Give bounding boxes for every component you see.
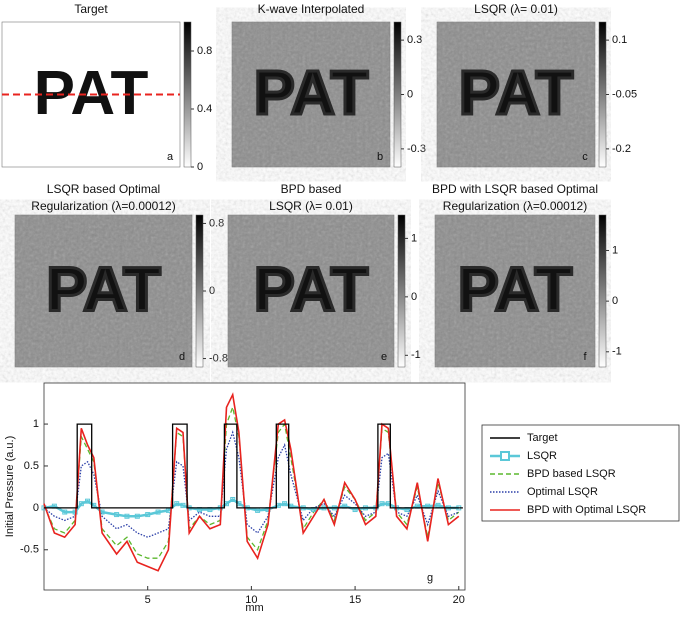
colorbar — [598, 21, 607, 168]
colorbar-tick-label: -0.8 — [209, 352, 228, 364]
series-marker — [379, 501, 385, 507]
series-marker — [174, 501, 180, 507]
series-line — [43, 497, 459, 518]
x-tick-label: 15 — [349, 594, 361, 606]
colorbar-tick-label: 0 — [612, 295, 618, 307]
panel-title: BPD with LSQR based Optimal — [432, 182, 598, 196]
series-marker — [145, 512, 151, 518]
panel-title: Target — [74, 2, 108, 16]
panel-title: BPD based — [281, 182, 342, 196]
panel-title: K-wave Interpolated — [258, 2, 365, 16]
series-marker — [85, 498, 91, 504]
series-line — [44, 423, 463, 509]
colorbar-tick-label: -1 — [612, 346, 622, 358]
x-tick-label: 5 — [145, 594, 151, 606]
panel-label: c — [582, 151, 588, 163]
y-tick-label: 0 — [33, 502, 39, 514]
legend-label: BPD with Optimal LSQR — [527, 504, 646, 516]
colorbar — [393, 21, 402, 168]
series-line — [43, 392, 460, 572]
series-marker — [155, 509, 161, 515]
panel-title: Regularization (λ=0.00012) — [443, 199, 587, 213]
image-noise — [437, 22, 595, 167]
y-tick-label: 0.5 — [24, 460, 39, 472]
panel-title: LSQR based Optimal — [47, 182, 160, 196]
image-text: PAT — [46, 255, 161, 324]
x-tick-label: 20 — [453, 594, 465, 606]
legend-box — [481, 424, 680, 522]
colorbar-tick-label: 0.4 — [197, 103, 212, 115]
legend-label: Target — [527, 432, 558, 444]
colorbar-tick-label: 0.1 — [612, 34, 627, 46]
image-noise — [15, 215, 192, 367]
colorbar — [195, 214, 204, 368]
legend-marker — [500, 451, 510, 461]
colorbar-tick-label: 0.8 — [209, 217, 224, 229]
series-marker — [230, 496, 236, 502]
colorbar-tick-label: -0.05 — [612, 88, 637, 100]
colorbar-tick-label: 1 — [411, 232, 417, 244]
colorbar-tick-label: 0.3 — [407, 34, 422, 46]
colorbar-tick-label: -0.3 — [407, 143, 426, 155]
colorbar — [397, 214, 406, 368]
series-marker — [180, 502, 186, 508]
panel-title: LSQR (λ= 0.01) — [269, 199, 353, 213]
series-line — [43, 404, 460, 559]
y-tick-label: -0.5 — [20, 544, 39, 556]
panel-title: Regularization (λ=0.00012) — [31, 199, 175, 213]
series-marker — [124, 513, 130, 519]
colorbar — [183, 21, 192, 168]
colorbar-tick-label: 0 — [197, 161, 203, 173]
colorbar — [598, 214, 607, 368]
image-text: PAT — [459, 59, 574, 128]
panel-label: d — [179, 351, 185, 363]
x-axis-label: mm — [245, 602, 263, 614]
series-marker — [62, 509, 68, 515]
y-axis-label: Initial Pressure (a.u.) — [4, 436, 16, 537]
image-text: PAT — [458, 255, 573, 324]
legend-label: LSQR — [527, 450, 557, 462]
x-tick-label: 10 — [245, 594, 257, 606]
colorbar-tick-label: -1 — [411, 349, 421, 361]
panel-label: b — [377, 151, 383, 163]
image-text: PAT — [34, 59, 149, 128]
colorbar-tick-label: 0 — [209, 285, 215, 297]
panel-label: f — [583, 351, 587, 363]
series-marker — [134, 513, 140, 519]
panel-label: g — [427, 572, 433, 584]
panel-label: a — [167, 151, 174, 163]
image-noise — [435, 215, 595, 367]
colorbar-tick-label: 0 — [411, 291, 417, 303]
legend-label: BPD based LSQR — [527, 468, 616, 480]
plot-area — [43, 382, 466, 591]
series-marker — [282, 501, 288, 507]
series-marker — [78, 501, 84, 507]
y-tick-label: 1 — [33, 418, 39, 430]
panel-label: e — [381, 351, 387, 363]
colorbar-tick-label: 0.8 — [197, 45, 212, 57]
colorbar-tick-label: 0 — [407, 88, 413, 100]
colorbar-tick-label: -0.2 — [612, 143, 631, 155]
image-text: PAT — [254, 59, 369, 128]
image-noise — [228, 215, 394, 367]
image-text: PAT — [254, 255, 369, 324]
colorbar-tick-label: 1 — [612, 244, 618, 256]
series-marker — [114, 512, 120, 518]
image-noise — [232, 22, 390, 167]
legend-label: Optimal LSQR — [527, 486, 598, 498]
panel-title: LSQR (λ= 0.01) — [474, 2, 558, 16]
